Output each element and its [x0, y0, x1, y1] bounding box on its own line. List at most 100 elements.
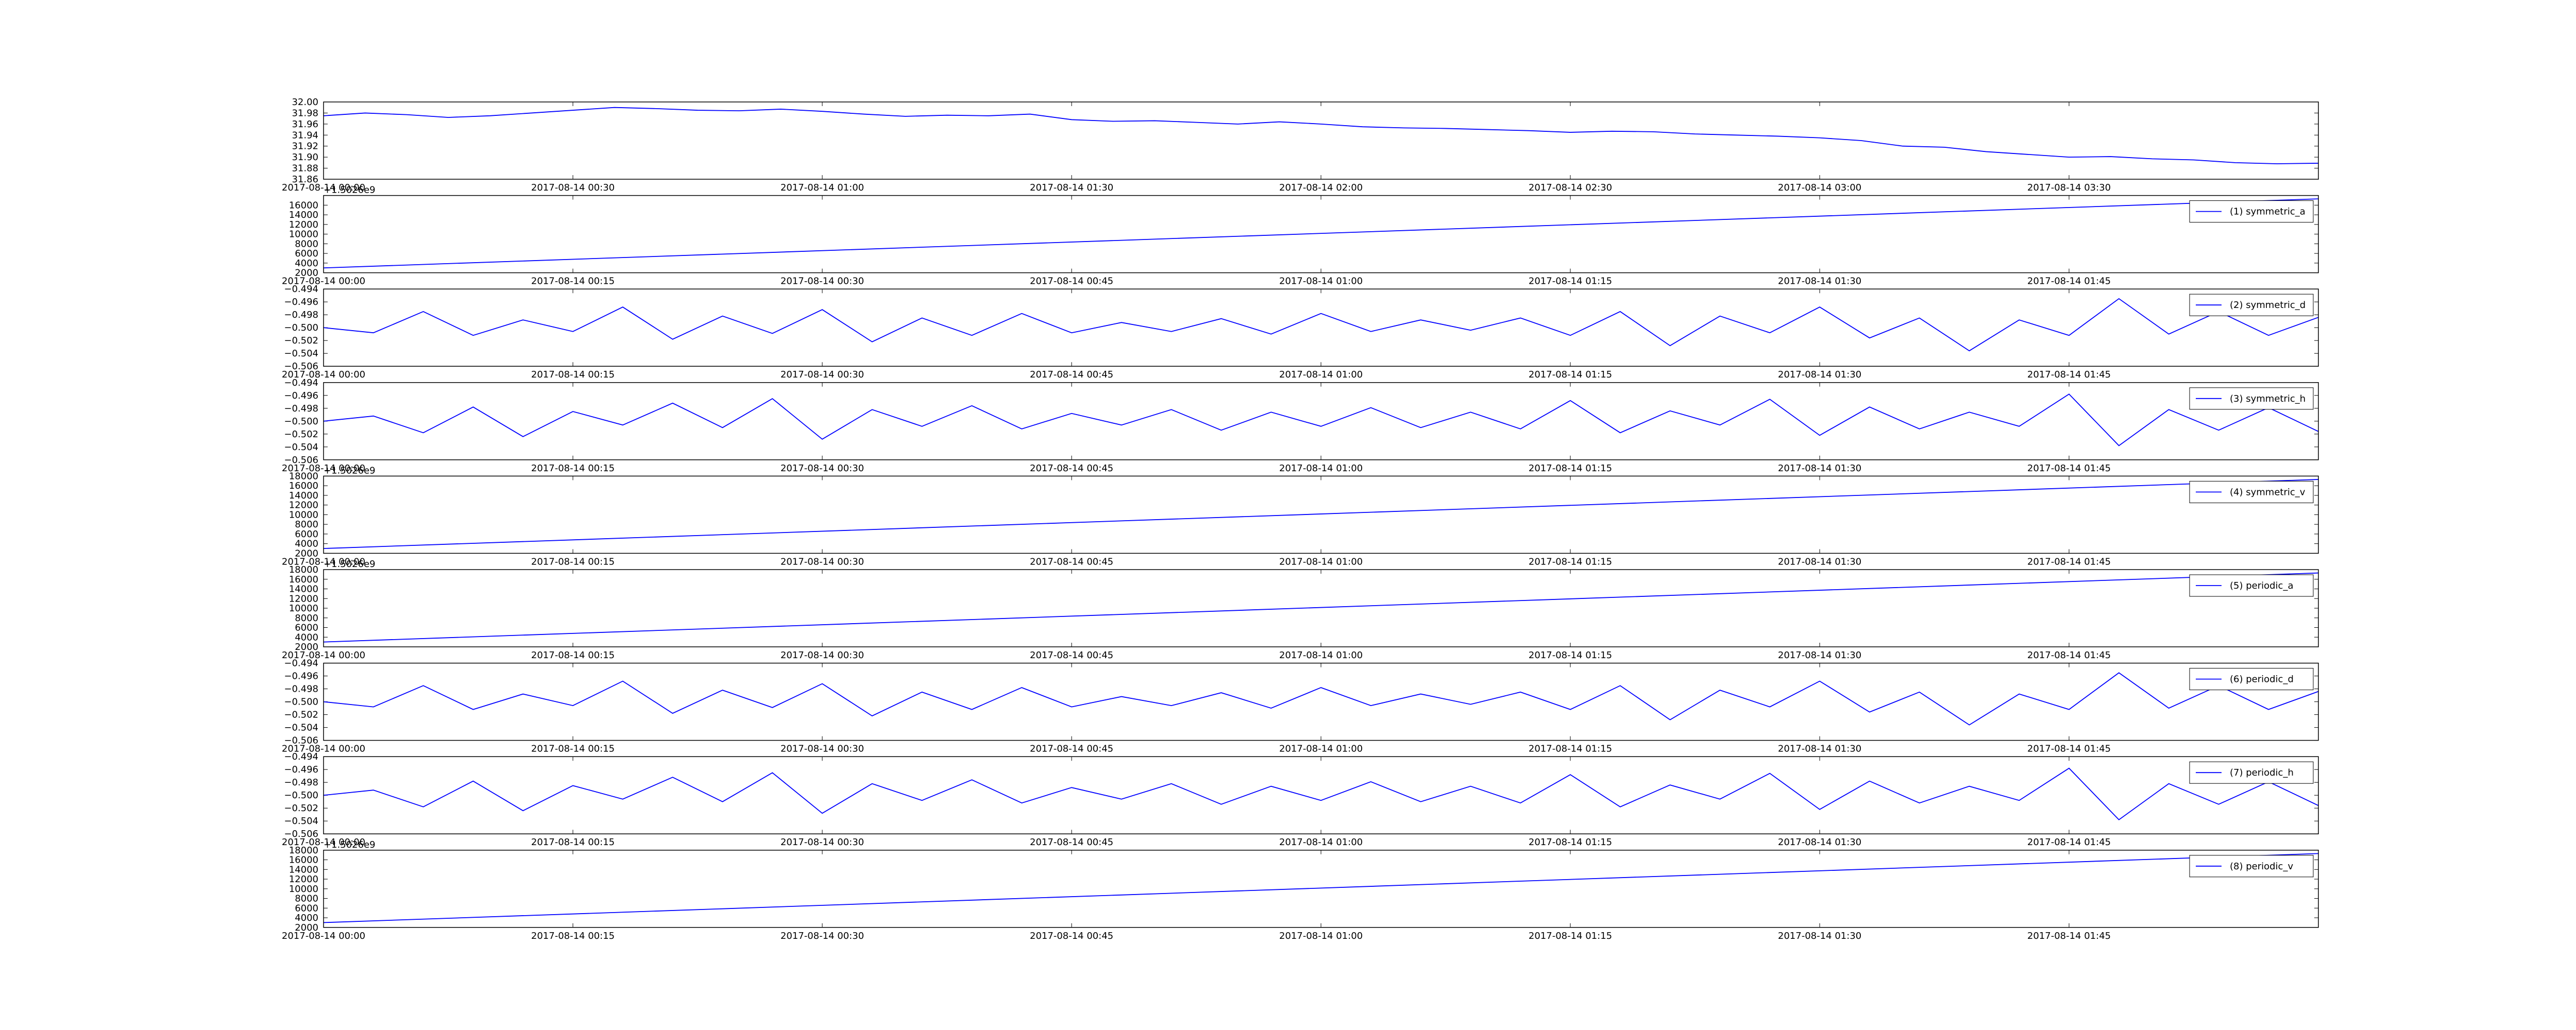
axes-background [324, 757, 2318, 834]
x-tick-label: 2017-08-14 01:45 [2027, 369, 2111, 380]
x-tick-label: 2017-08-14 01:45 [2027, 463, 2111, 474]
x-tick-label: 2017-08-14 00:30 [781, 463, 864, 474]
x-tick-label: 2017-08-14 00:30 [781, 837, 864, 848]
x-tick-label: 2017-08-14 01:30 [1778, 744, 1861, 754]
y-tick-label: −0.504 [284, 348, 318, 359]
y-tick-label: −0.498 [284, 403, 318, 414]
data-line [323, 853, 2319, 923]
x-tick-label: 2017-08-14 01:00 [1279, 744, 1363, 754]
x-tick-label: 2017-08-14 02:30 [1529, 182, 1612, 193]
y-tick-label: −0.496 [284, 671, 318, 682]
x-tick-label: 2017-08-14 01:15 [1529, 650, 1612, 661]
x-tick-label: 2017-08-14 00:15 [531, 463, 615, 474]
x-tick-label: 2017-08-14 00:30 [781, 369, 864, 380]
x-tick-label: 2017-08-14 00:15 [531, 369, 615, 380]
axes-background [324, 850, 2318, 928]
x-tick-label: 2017-08-14 01:00 [1279, 463, 1363, 474]
x-tick-label: 2017-08-14 01:00 [1279, 556, 1363, 567]
axes-background [324, 476, 2318, 554]
legend-label: (6) periodic_d [2230, 674, 2294, 685]
x-tick-label: 2017-08-14 00:15 [531, 744, 615, 754]
y-tick-label: −0.500 [284, 697, 318, 708]
x-tick-label: 2017-08-14 00:00 [282, 276, 365, 287]
x-tick-label: 2017-08-14 00:30 [781, 931, 864, 941]
axes-background [324, 570, 2318, 647]
legend-label: (3) symmetric_h [2230, 393, 2306, 404]
legend-label: (2) symmetric_d [2230, 300, 2306, 311]
y-tick-label: 10000 [289, 603, 318, 614]
y-tick-label: −0.498 [284, 777, 318, 788]
x-tick-label: 2017-08-14 01:15 [1529, 931, 1612, 941]
x-tick-label: 2017-08-14 00:45 [1030, 837, 1113, 848]
x-tick-label: 2017-08-14 01:15 [1529, 463, 1612, 474]
y-offset-label: +1.5026e9 [324, 185, 376, 196]
y-tick-label: −0.502 [284, 429, 318, 440]
y-tick-label: −0.494 [284, 751, 318, 762]
x-tick-label: 2017-08-14 00:30 [781, 276, 864, 287]
y-tick-label: 14000 [289, 584, 318, 595]
y-tick-label: 31.86 [292, 174, 318, 185]
x-tick-label: 2017-08-14 03:00 [1778, 182, 1861, 193]
axes-frame [323, 850, 2319, 928]
x-tick-label: 2017-08-14 00:00 [282, 463, 365, 474]
y-tick-label: 4000 [295, 632, 318, 643]
y-tick-label: 8000 [295, 613, 318, 624]
x-tick-label: 2017-08-14 01:00 [1279, 650, 1363, 661]
x-tick-label: 2017-08-14 01:45 [2027, 556, 2111, 567]
legend-box [2189, 387, 2314, 410]
x-tick-label: 2017-08-14 01:30 [1778, 931, 1861, 941]
x-tick-label: 2017-08-14 00:45 [1030, 276, 1113, 287]
y-tick-label: 16000 [289, 855, 318, 866]
legend-label: (8) periodic_v [2230, 861, 2293, 872]
data-line [323, 393, 2319, 447]
y-tick-label: 31.92 [292, 141, 318, 152]
data-line [323, 298, 2319, 352]
y-tick-label: −0.498 [284, 310, 318, 320]
x-tick-label: 2017-08-14 01:30 [1778, 463, 1861, 474]
y-tick-label: −0.494 [284, 377, 318, 388]
x-tick-label: 2017-08-14 00:45 [1030, 650, 1113, 661]
legend-label: (5) periodic_a [2230, 580, 2294, 591]
legend-label: (1) symmetric_a [2230, 207, 2306, 217]
y-tick-label: 6000 [295, 903, 318, 914]
y-tick-label: −0.494 [284, 658, 318, 669]
y-tick-label: 2000 [295, 642, 318, 653]
y-tick-label: −0.502 [284, 710, 318, 720]
y-tick-label: 4000 [295, 913, 318, 923]
y-tick-label: 10000 [289, 229, 318, 240]
x-tick-label: 2017-08-14 00:45 [1030, 463, 1113, 474]
y-tick-label: −0.504 [284, 816, 318, 827]
x-tick-label: 2017-08-14 01:00 [1279, 931, 1363, 941]
x-tick-label: 2017-08-14 00:45 [1030, 369, 1113, 380]
y-tick-label: −0.496 [284, 390, 318, 401]
y-tick-label: 12000 [289, 593, 318, 604]
x-tick-label: 2017-08-14 01:30 [1778, 556, 1861, 567]
legend-label: (4) symmetric_v [2230, 487, 2306, 497]
y-tick-label: 31.96 [292, 119, 318, 130]
x-tick-label: 2017-08-14 00:15 [531, 837, 615, 848]
axes-background [324, 195, 2318, 273]
y-tick-label: 2000 [295, 922, 318, 933]
y-tick-label: 8000 [295, 519, 318, 530]
x-tick-label: 2017-08-14 01:15 [1529, 556, 1612, 567]
y-tick-label: −0.496 [284, 297, 318, 307]
x-tick-label: 2017-08-14 00:15 [531, 276, 615, 287]
y-offset-label: +1.5026e9 [324, 465, 376, 476]
y-tick-label: 6000 [295, 623, 318, 633]
y-tick-label: 18000 [289, 845, 318, 856]
y-tick-label: 16000 [289, 480, 318, 491]
legend-box [2189, 480, 2314, 503]
y-tick-label: 32.00 [292, 97, 318, 108]
y-tick-label: 18000 [289, 471, 318, 482]
x-tick-label: 2017-08-14 00:00 [282, 556, 365, 567]
x-tick-label: 2017-08-14 01:45 [2027, 650, 2111, 661]
x-tick-label: 2017-08-14 01:15 [1529, 369, 1612, 380]
y-tick-label: 4000 [295, 539, 318, 550]
y-tick-label: 14000 [289, 490, 318, 501]
legend-label: (7) periodic_h [2230, 767, 2294, 778]
y-tick-label: 31.88 [292, 163, 318, 174]
x-tick-label: 2017-08-14 00:30 [781, 650, 864, 661]
y-tick-label: 16000 [289, 200, 318, 211]
y-tick-label: −0.504 [284, 442, 318, 453]
